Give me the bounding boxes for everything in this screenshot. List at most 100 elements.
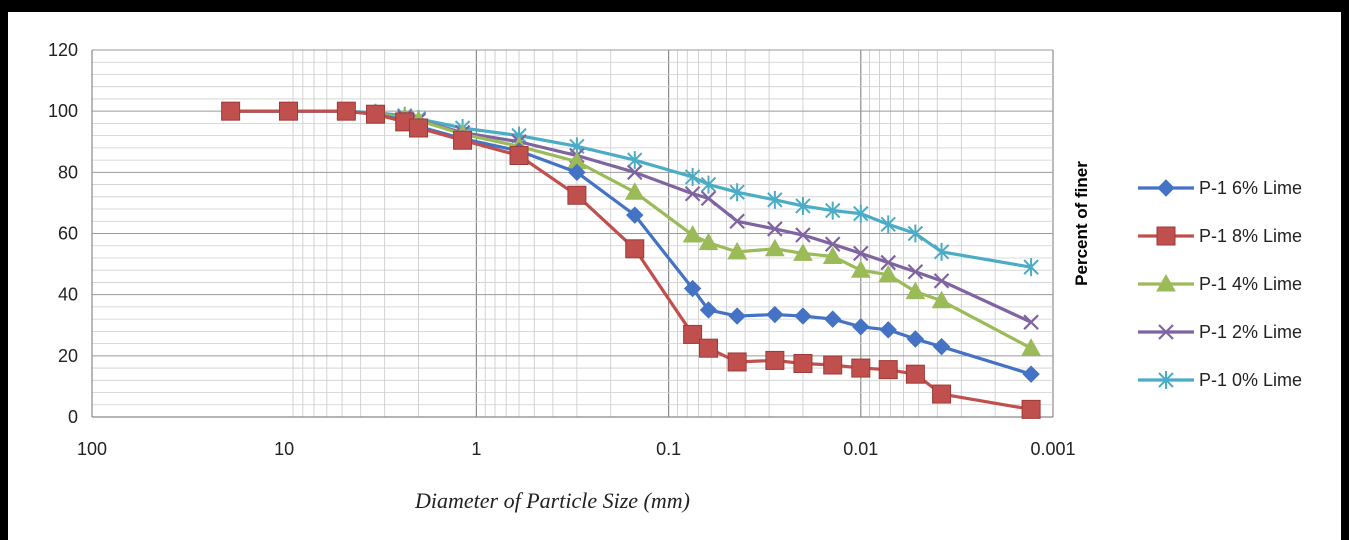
data-point: [794, 307, 812, 325]
data-point: [509, 146, 529, 166]
data-point: [365, 104, 385, 124]
data-point: [278, 101, 298, 121]
data-point: [627, 151, 643, 170]
data-point: [907, 263, 924, 280]
data-point: [933, 273, 950, 289]
data-point: [793, 243, 813, 261]
data-point: [698, 232, 719, 251]
chart-frame: 0 20 40 60 80 100 120 100 10 1 0.1 0.01 0.001 Diame…: [8, 12, 1341, 540]
data-point: [1021, 399, 1041, 419]
data-point: [625, 239, 645, 259]
data-point: [568, 163, 586, 182]
legend-marker: [1156, 226, 1176, 246]
data-point: [626, 164, 643, 181]
legend-label: P-1 4% Lime: [1199, 274, 1302, 294]
data-point: [793, 353, 813, 373]
data-point: [906, 330, 925, 348]
data-point: [699, 338, 719, 358]
data-point: [851, 358, 871, 378]
y-tick-label: 0: [68, 407, 78, 427]
data-point: [905, 281, 926, 300]
data-point: [880, 215, 896, 234]
data-point: [931, 290, 952, 309]
y-tick-label: 80: [58, 162, 78, 182]
data-point: [880, 254, 896, 271]
y-tick-label: 60: [58, 224, 78, 244]
data-point: [728, 307, 746, 325]
legend-marker: [1156, 273, 1176, 292]
data-point: [684, 167, 701, 186]
data-point: [765, 238, 785, 257]
data-point: [878, 264, 899, 283]
x-tick-label: 10: [274, 439, 294, 459]
data-point: [700, 175, 717, 194]
data-point: [624, 182, 645, 200]
data-point: [852, 318, 870, 336]
data-point: [684, 185, 701, 202]
data-point: [766, 305, 784, 324]
data-point: [727, 241, 747, 260]
data-point: [795, 227, 811, 243]
x-tick-label: 0.1: [656, 439, 681, 459]
data-point: [700, 190, 717, 207]
y-tick-label: 20: [58, 346, 78, 366]
data-point: [567, 185, 587, 205]
legend-item: P-1 8% Lime: [1138, 226, 1302, 246]
y-tick-label: 40: [58, 285, 78, 305]
data-point: [729, 213, 745, 230]
data-point: [767, 221, 783, 237]
data-point: [1023, 314, 1039, 330]
legend-item: P-1 4% Lime: [1138, 273, 1302, 294]
legend-label: P-1 6% Lime: [1199, 178, 1302, 198]
data-point: [907, 224, 924, 243]
data-point: [767, 190, 783, 209]
x-tick-label: 0.01: [843, 439, 878, 459]
legend-marker: [1158, 371, 1174, 389]
legend-label: P-1 8% Lime: [1199, 226, 1302, 246]
x-tick-label: 100: [77, 439, 107, 459]
plot-area: [220, 101, 1041, 419]
data-point: [795, 196, 811, 215]
data-point: [409, 118, 429, 138]
data-point: [905, 364, 925, 384]
data-point: [824, 236, 841, 252]
legend-marker: [1157, 179, 1175, 197]
legend-item: P-1 0% Lime: [1138, 370, 1302, 390]
data-point: [453, 130, 473, 150]
data-point: [825, 201, 841, 220]
data-point: [879, 321, 897, 339]
x-axis-title: Diameter of Particle Size (mm): [414, 488, 690, 513]
y-tick-labels: 0 20 40 60 80 100 120: [48, 40, 78, 427]
data-point: [729, 183, 745, 202]
data-point: [878, 360, 898, 380]
data-point: [853, 245, 869, 262]
data-point: [822, 246, 843, 264]
legend-item: P-1 2% Lime: [1138, 322, 1302, 342]
grain-size-chart: 0 20 40 60 80 100 120 100 10 1 0.1 0.01 0.001 Diame…: [48, 40, 1302, 513]
x-tick-labels: 100 10 1 0.1 0.01 0.001: [77, 439, 1076, 459]
x-tick-label: 0.001: [1030, 439, 1075, 459]
data-point: [932, 337, 951, 356]
legend-label: P-1 0% Lime: [1199, 370, 1302, 390]
chart-axes: [91, 50, 1053, 418]
data-point: [1021, 338, 1041, 356]
data-point: [765, 350, 785, 370]
data-point: [699, 301, 718, 319]
data-point: [850, 260, 871, 278]
y-tick-label: 100: [48, 101, 78, 121]
data-point: [683, 324, 703, 344]
legend-marker: [1158, 324, 1174, 340]
data-point: [221, 101, 241, 121]
data-point: [336, 101, 356, 121]
data-point: [824, 310, 842, 328]
legend-item: P-1 6% Lime: [1138, 178, 1302, 198]
legend-label: P-1 2% Lime: [1199, 322, 1302, 342]
data-point: [683, 279, 702, 298]
data-point: [823, 355, 843, 375]
data-point: [853, 204, 869, 223]
data-point: [1023, 258, 1039, 277]
y-axis-title: Percent of finer: [1072, 161, 1091, 286]
x-tick-label: 1: [471, 439, 481, 459]
data-point: [932, 384, 952, 404]
data-point: [1022, 365, 1040, 383]
